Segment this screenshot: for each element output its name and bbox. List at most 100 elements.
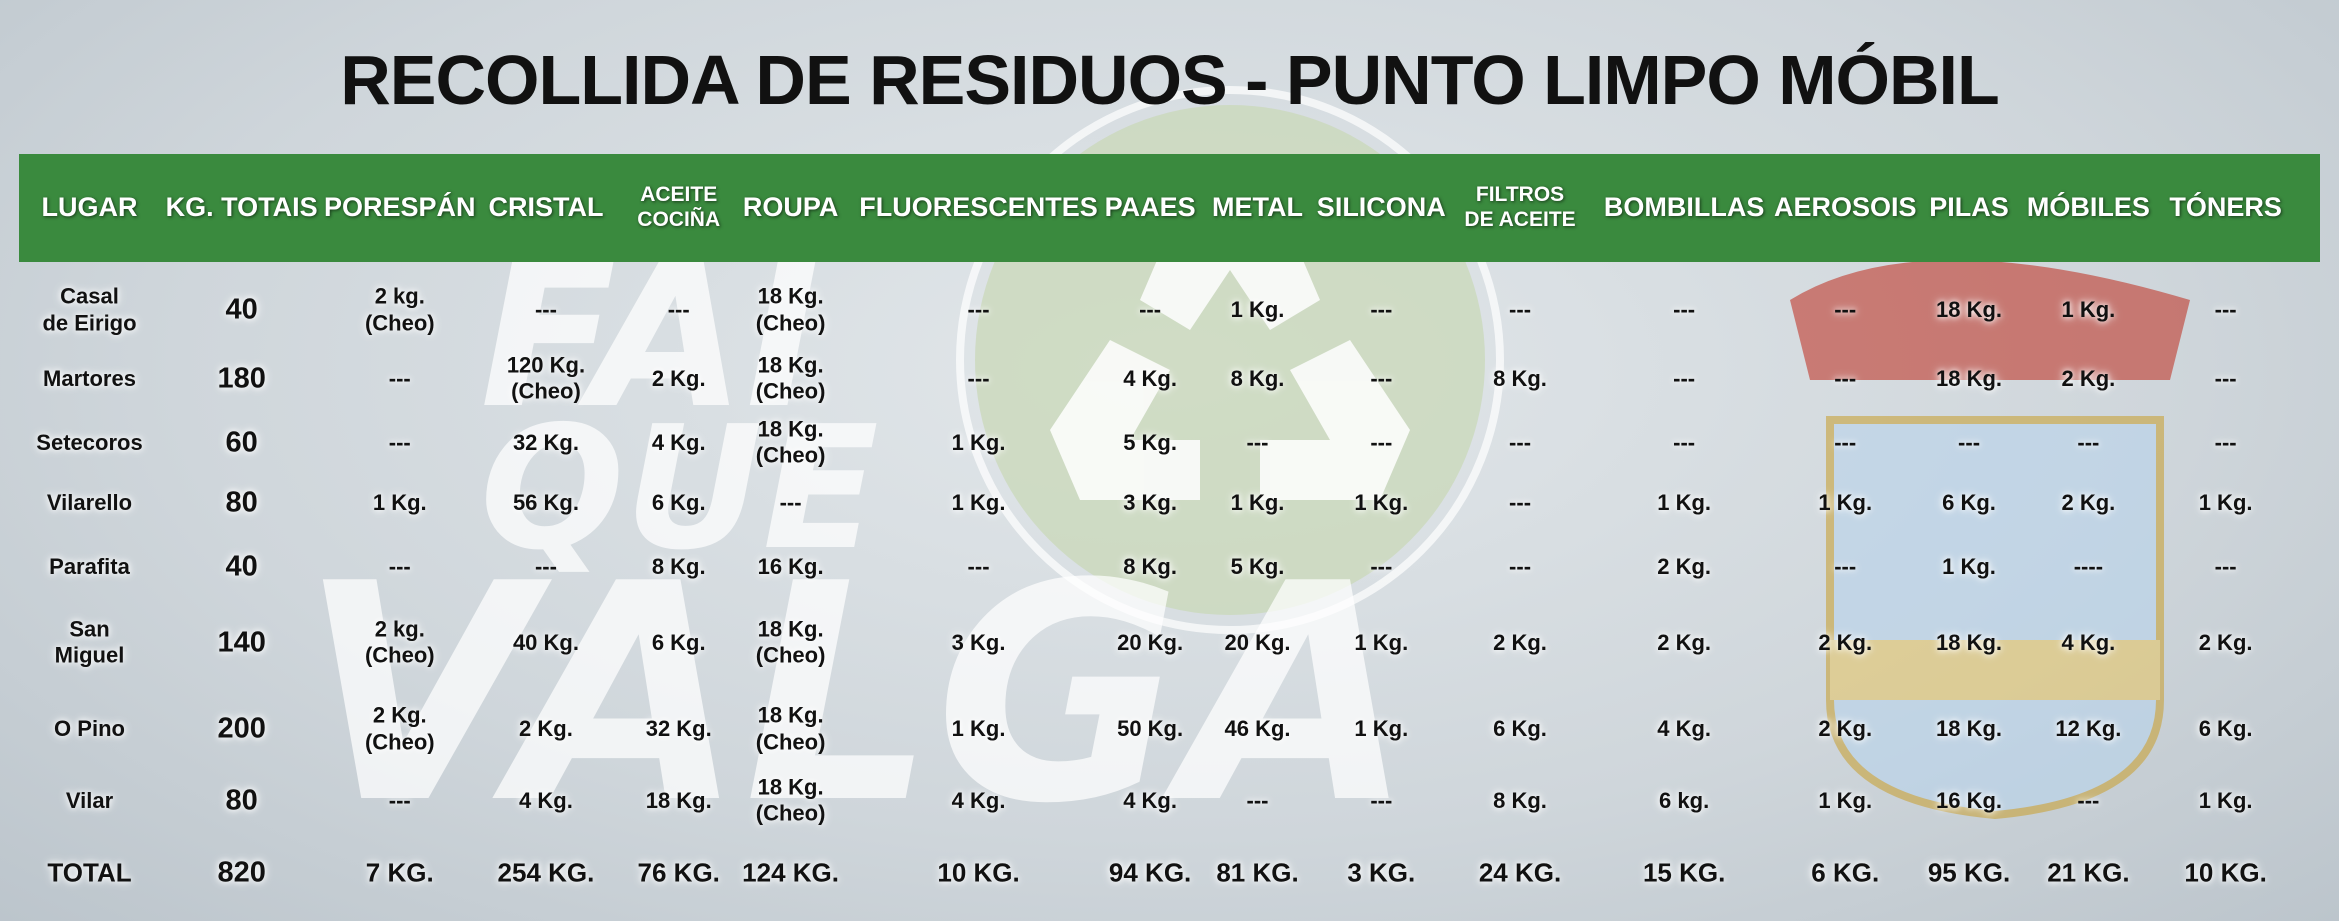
table-cell: 2 Kg. <box>1657 629 1712 655</box>
table-cell: 18 Kg. (Cheo) <box>755 616 826 668</box>
table-cell: 1 Kg. <box>1354 629 1409 655</box>
table-cell: --- <box>1834 365 1857 391</box>
page-title: RECOLLIDA DE RESIDUOS - PUNTO LIMPO MÓBI… <box>340 41 1999 119</box>
table-cell: --- <box>1509 297 1532 323</box>
table-cell: 140 <box>217 626 266 659</box>
table-cell: --- <box>2214 429 2237 455</box>
row-label: Vilarello <box>46 489 133 515</box>
table-cell: 5 Kg. <box>1123 429 1177 455</box>
table-cell: 18 Kg. <box>1936 629 2003 655</box>
table-cell: --- <box>2077 429 2100 455</box>
table-cell: 2 Kg. <box>1657 553 1712 579</box>
table-cell: 3 Kg. <box>951 629 1006 655</box>
table-cell: --- <box>2214 365 2237 391</box>
table-cell: 18 Kg. (Cheo) <box>755 283 826 336</box>
table-cell: 1 Kg. <box>1230 489 1285 515</box>
table-cell: 820 <box>217 856 266 889</box>
table-cell: --- <box>1509 489 1532 515</box>
table-cell: 2 Kg. <box>651 365 706 391</box>
table-cell: 2 kg. (Cheo) <box>364 283 435 336</box>
table-cell: 8 Kg. <box>1230 365 1285 391</box>
table-cell: 124 KG. <box>742 857 840 888</box>
table-cell: 1 Kg. <box>1354 716 1409 742</box>
column-header: MÓBILES <box>2026 191 2150 222</box>
table-cell: 2 kg. (Cheo) <box>364 616 435 668</box>
table-cell: 1 Kg. <box>2198 787 2253 813</box>
table-cell: 6 Kg. <box>1493 716 1547 742</box>
table-cell: --- <box>1673 297 1696 323</box>
table-cell: 18 Kg. (Cheo) <box>755 774 826 827</box>
table-cell: 2 Kg. <box>1818 629 1873 655</box>
row-label: Vilar <box>65 787 114 813</box>
table-cell: 12 Kg. <box>2055 716 2122 742</box>
table-cell: 76 KG. <box>637 857 720 888</box>
table-cell: 6 Kg. <box>651 629 706 655</box>
table-cell: --- <box>2077 787 2100 813</box>
table-cell: 46 Kg. <box>1224 716 1291 742</box>
table-cell: 1 Kg. <box>1942 553 1996 579</box>
table-cell: --- <box>1834 553 1857 579</box>
coat-of-arms <box>1790 260 2190 820</box>
column-header: ACEITE COCIÑA <box>637 182 721 231</box>
table-cell: 10 KG. <box>937 857 1020 888</box>
table-cell: 1 Kg. <box>951 716 1006 742</box>
table-cell: 18 Kg. <box>645 787 712 813</box>
column-header: BOMBILLAS <box>1603 191 1765 222</box>
column-header: FILTROS DE ACEITE <box>1464 182 1576 231</box>
column-header: SILICONA <box>1316 191 1446 222</box>
row-label: O Pino <box>54 716 125 742</box>
table-cell: 6 Kg. <box>1942 489 1996 515</box>
table-cell: 3 Kg. <box>1123 489 1177 515</box>
column-header: PORESPÁN <box>323 191 476 222</box>
row-label: TOTAL <box>47 857 132 888</box>
table-cell: 18 Kg. <box>1936 365 2003 391</box>
table-cell: 20 Kg. <box>1224 629 1291 655</box>
table-cell: 4 Kg. <box>951 787 1006 813</box>
table-cell: 180 <box>217 362 266 395</box>
table-cell: --- <box>534 553 557 579</box>
table-cell: 7 KG. <box>365 857 434 888</box>
table-cell: 1 Kg. <box>2198 489 2253 515</box>
table-cell: 2 Kg. <box>1493 629 1547 655</box>
column-header: TÓNERS <box>2169 191 2282 222</box>
table-cell: 200 <box>217 713 266 746</box>
table-cell: --- <box>967 553 990 579</box>
table-cell: 8 Kg. <box>1493 787 1547 813</box>
table-cell: 32 Kg. <box>512 429 579 455</box>
table-cell: --- <box>1673 365 1696 391</box>
table-cell: 18 Kg. (Cheo) <box>755 352 826 404</box>
table-cell: --- <box>779 489 802 515</box>
table-cell: --- <box>1246 429 1269 455</box>
table-cell: 6 kg. <box>1659 787 1710 813</box>
table-cell: --- <box>388 787 411 813</box>
table-cell: 40 Kg. <box>512 629 579 655</box>
table-cell: --- <box>388 553 411 579</box>
header-band <box>19 154 2320 262</box>
table-cell: 1 Kg. <box>1354 489 1409 515</box>
table-cell: 20 Kg. <box>1117 629 1184 655</box>
table-cell: 81 KG. <box>1216 857 1299 888</box>
table-cell: 18 Kg. <box>1936 716 2003 742</box>
table-cell: --- <box>667 297 690 323</box>
table-cell: 40 <box>225 550 258 583</box>
row-label: Martores <box>43 365 136 391</box>
table-cell: --- <box>534 297 557 323</box>
table-cell: --- <box>1246 787 1269 813</box>
table-cell: 4 Kg. <box>1123 787 1177 813</box>
table-cell: 4 Kg. <box>1657 716 1712 742</box>
table-cell: --- <box>388 365 411 391</box>
table-cell: 4 Kg. <box>1123 365 1177 391</box>
table-cell: 1 Kg. <box>372 489 427 515</box>
column-header: CRISTAL <box>488 191 604 222</box>
table-cell: ---- <box>2073 553 2104 579</box>
table-cell: 16 Kg. <box>1936 787 2003 813</box>
table-cell: --- <box>1370 365 1393 391</box>
table-cell: --- <box>1370 429 1393 455</box>
watermark: VALGA <box>300 520 1414 869</box>
table-cell: 8 Kg. <box>1493 365 1547 391</box>
table-cell: 4 Kg. <box>651 429 706 455</box>
table-cell: 1 Kg. <box>1818 787 1873 813</box>
row-label: Casal de Eirigo <box>42 283 137 336</box>
table-cell: 254 KG. <box>497 857 595 888</box>
